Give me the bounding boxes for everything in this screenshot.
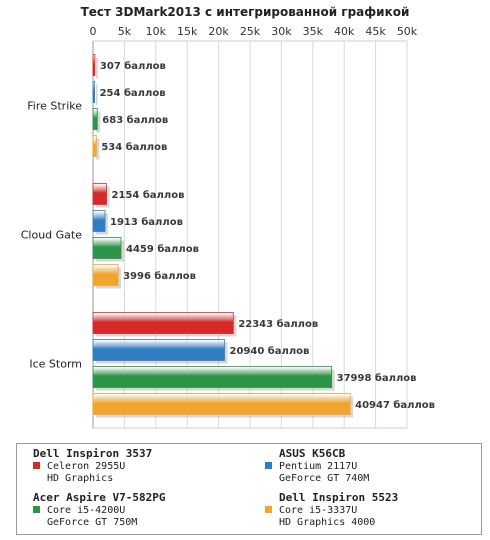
bar [92, 210, 106, 232]
legend-series-name: Dell Inspiron 3537 [33, 447, 153, 460]
legend-swatch-orange [265, 506, 272, 513]
x-tick-label: 50k [397, 25, 418, 38]
legend-entry-dell-5523: Dell Inspiron 5523 Core i5-3337U HD Grap… [265, 492, 398, 529]
data-label: 2154 баллов [112, 189, 185, 201]
legend-swatch-green [33, 506, 40, 513]
x-tick-label: 35k [303, 25, 324, 38]
bar-shadow [96, 111, 101, 133]
category-label: Ice Storm [29, 358, 82, 371]
x-tick-label: 0 [90, 25, 97, 38]
x-tick-label: 5k [118, 25, 132, 38]
legend-series-name: Acer Aspire V7-582PG [33, 491, 166, 504]
data-label: 254 баллов [100, 87, 166, 99]
legend-series-name: Dell Inspiron 5523 [279, 491, 399, 504]
bar [92, 393, 351, 415]
legend-series-name: ASUS K56CB [279, 447, 346, 460]
bar [92, 312, 234, 334]
data-label: 4459 баллов [126, 243, 199, 255]
legend-entry-asus-k56cb: ASUS K56CB Pentium 2117U GeForce GT 740M [265, 448, 369, 485]
x-tick-label: 45k [365, 25, 386, 38]
data-label: 1913 баллов [110, 216, 183, 228]
legend-cpu: Core i5-3337U [279, 505, 358, 516]
legend-entry-dell-3537: Dell Inspiron 3537 Celeron 2955U HD Grap… [33, 448, 152, 485]
category-label: Fire Strike [27, 100, 82, 113]
bar [92, 81, 95, 103]
data-label: 40947 баллов [355, 399, 435, 411]
bar-shadow [96, 57, 98, 79]
x-tick-label: 15k [177, 25, 198, 38]
bar [92, 108, 98, 130]
legend-entry-acer-v7: Acer Aspire V7-582PG Core i5-4200U GeFor… [33, 492, 165, 529]
legend-gpu: HD Graphics [47, 473, 114, 484]
bar [92, 135, 97, 157]
x-tick-label: 10k [146, 25, 167, 38]
legend-gpu: HD Graphics 4000 [279, 517, 376, 528]
legend-swatch-blue [265, 462, 272, 469]
data-label: 683 баллов [102, 114, 168, 126]
legend-swatch-red [33, 462, 40, 469]
legend-cpu: Celeron 2955U [47, 461, 126, 472]
x-tick-label: 20k [208, 25, 229, 38]
legend-gpu: GeForce GT 740M [279, 473, 370, 484]
legend: Dell Inspiron 3537 Celeron 2955U HD Grap… [16, 443, 482, 535]
data-label: 22343 баллов [238, 318, 318, 330]
data-label: 37998 баллов [337, 372, 417, 384]
bar-chart: Тест 3DMark2013 с интегрированной график… [21, 5, 435, 429]
legend-cpu: Pentium 2117U [279, 461, 358, 472]
bar [92, 183, 107, 205]
legend-gpu: GeForce GT 750M [47, 517, 138, 528]
bar [92, 339, 225, 361]
legend-cpu: Core i5-4200U [47, 505, 126, 516]
bar [92, 237, 122, 259]
data-label: 307 баллов [100, 60, 166, 72]
bar [92, 264, 119, 286]
x-tick-label: 25k [240, 25, 261, 38]
bar-shadow [96, 84, 98, 106]
x-tick-label: 30k [271, 25, 292, 38]
chart-title: Тест 3DMark2013 с интегрированной график… [81, 5, 410, 19]
bar [92, 54, 96, 76]
category-label: Cloud Gate [21, 229, 82, 242]
bar-shadow [96, 138, 100, 160]
data-label: 20940 баллов [230, 345, 310, 357]
x-tick-label: 40k [334, 25, 355, 38]
data-label: 534 баллов [101, 141, 167, 153]
bar [92, 366, 333, 388]
data-label: 3996 баллов [123, 270, 196, 282]
